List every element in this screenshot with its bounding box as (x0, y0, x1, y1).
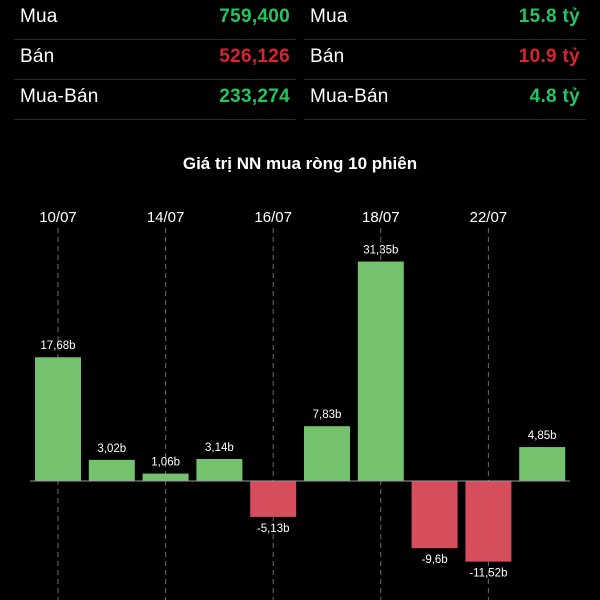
stat-label: Mua (310, 6, 348, 27)
x-tick-label: 18/07 (362, 209, 400, 226)
stat-row-sell-value: Bán 10.9 tỷ (304, 40, 586, 80)
stat-value: 759,400 (219, 6, 290, 27)
bar-value-label: -11,52b (469, 568, 507, 580)
stat-row-net-volume: Mua-Bán 233,274 (14, 80, 296, 120)
stats-volume-column: Mua 759,400 Bán 526,126 Mua-Bán 233,274 (14, 0, 296, 120)
x-tick-label: 22/07 (470, 209, 508, 226)
bar-value-label: 31,35b (363, 245, 398, 257)
stat-value: 4.8 tỷ (529, 86, 580, 107)
stat-value: 233,274 (219, 86, 290, 107)
stat-value: 526,126 (219, 46, 290, 67)
stat-label: Mua-Bán (310, 86, 389, 107)
bar-value-label: -9,6b (421, 554, 447, 566)
stats-panel: Mua 759,400 Bán 526,126 Mua-Bán 233,274 … (0, 0, 600, 120)
bar-negative (411, 481, 458, 549)
stat-label: Bán (310, 46, 345, 67)
stat-row-buy-volume: Mua 759,400 (14, 0, 296, 40)
bar-value-label: 7,83b (313, 409, 342, 421)
stat-row-buy-value: Mua 15.8 tỷ (304, 0, 586, 40)
bar-value-label: 17,68b (40, 340, 75, 352)
stat-value: 10.9 tỷ (518, 46, 580, 67)
stat-label: Mua (20, 6, 58, 27)
stats-value-column: Mua 15.8 tỷ Bán 10.9 tỷ Mua-Bán 4.8 tỷ (304, 0, 586, 120)
bar-positive (357, 261, 404, 481)
bar-positive (88, 459, 135, 481)
stat-value: 15.8 tỷ (518, 6, 580, 27)
chart-title: Giá trị NN mua ròng 10 phiên (182, 154, 418, 173)
bar-positive (519, 447, 566, 481)
bar-value-label: 1,06b (151, 457, 180, 469)
stat-label: Mua-Bán (20, 86, 99, 107)
bar-value-label: 3,02b (97, 443, 126, 455)
stat-row-net-value: Mua-Bán 4.8 tỷ (304, 80, 586, 120)
stat-row-sell-volume: Bán 526,126 (14, 40, 296, 80)
bar-positive (35, 357, 81, 481)
bar-positive (304, 426, 350, 481)
x-tick-label: 14/07 (147, 209, 185, 226)
bar-value-label: 4,85b (528, 430, 557, 442)
bar-negative (465, 481, 512, 562)
x-tick-label: 16/07 (254, 209, 292, 226)
bar-positive (142, 473, 189, 481)
bar-negative (250, 481, 297, 517)
x-tick-label: 10/07 (39, 209, 77, 226)
bar-value-label: -5,13b (257, 523, 290, 535)
bar-value-label: 3,14b (205, 442, 234, 454)
bar-positive (196, 459, 243, 481)
stat-label: Bán (20, 46, 55, 67)
